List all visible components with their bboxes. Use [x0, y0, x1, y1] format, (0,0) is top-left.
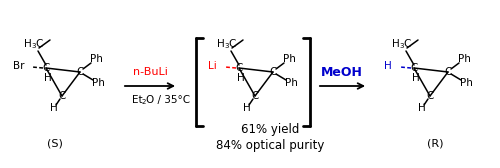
Text: H: H [418, 103, 426, 113]
Text: H: H [412, 73, 420, 83]
Text: H: H [392, 39, 400, 49]
Text: 61% yield: 61% yield [241, 123, 299, 136]
Text: n-BuLi: n-BuLi [132, 67, 168, 77]
Text: Li: Li [208, 61, 217, 71]
Text: C: C [76, 67, 84, 77]
Text: H: H [243, 103, 251, 113]
Text: C: C [444, 67, 452, 77]
Text: 3: 3 [32, 43, 36, 49]
Text: Ph: Ph [92, 78, 104, 88]
Text: 3: 3 [400, 43, 404, 49]
Text: H: H [24, 39, 32, 49]
Text: (S): (S) [47, 138, 63, 148]
Text: Ph: Ph [284, 78, 298, 88]
Text: C: C [252, 91, 258, 101]
Text: Br: Br [12, 61, 24, 71]
Text: 84% optical purity: 84% optical purity [216, 139, 324, 153]
Text: C: C [228, 39, 235, 49]
Text: C: C [236, 63, 242, 73]
Text: (R): (R) [427, 138, 444, 148]
Text: C: C [36, 39, 43, 49]
Text: MeOH: MeOH [321, 66, 363, 78]
Text: Et: Et [132, 95, 142, 105]
Text: Ph: Ph [282, 54, 296, 64]
Text: H: H [384, 61, 392, 71]
Text: C: C [58, 91, 66, 101]
Text: H: H [44, 73, 52, 83]
Text: H: H [237, 73, 245, 83]
Text: 3: 3 [225, 43, 229, 49]
Text: Ph: Ph [460, 78, 472, 88]
Text: 2: 2 [142, 99, 146, 105]
Text: C: C [270, 67, 276, 77]
Text: Ph: Ph [458, 54, 470, 64]
Text: C: C [410, 63, 418, 73]
Text: Ph: Ph [90, 54, 102, 64]
Text: H: H [217, 39, 225, 49]
Text: O / 35°C: O / 35°C [146, 95, 190, 105]
Text: H: H [50, 103, 58, 113]
Text: C: C [42, 63, 50, 73]
Text: C: C [404, 39, 410, 49]
Text: C: C [426, 91, 434, 101]
